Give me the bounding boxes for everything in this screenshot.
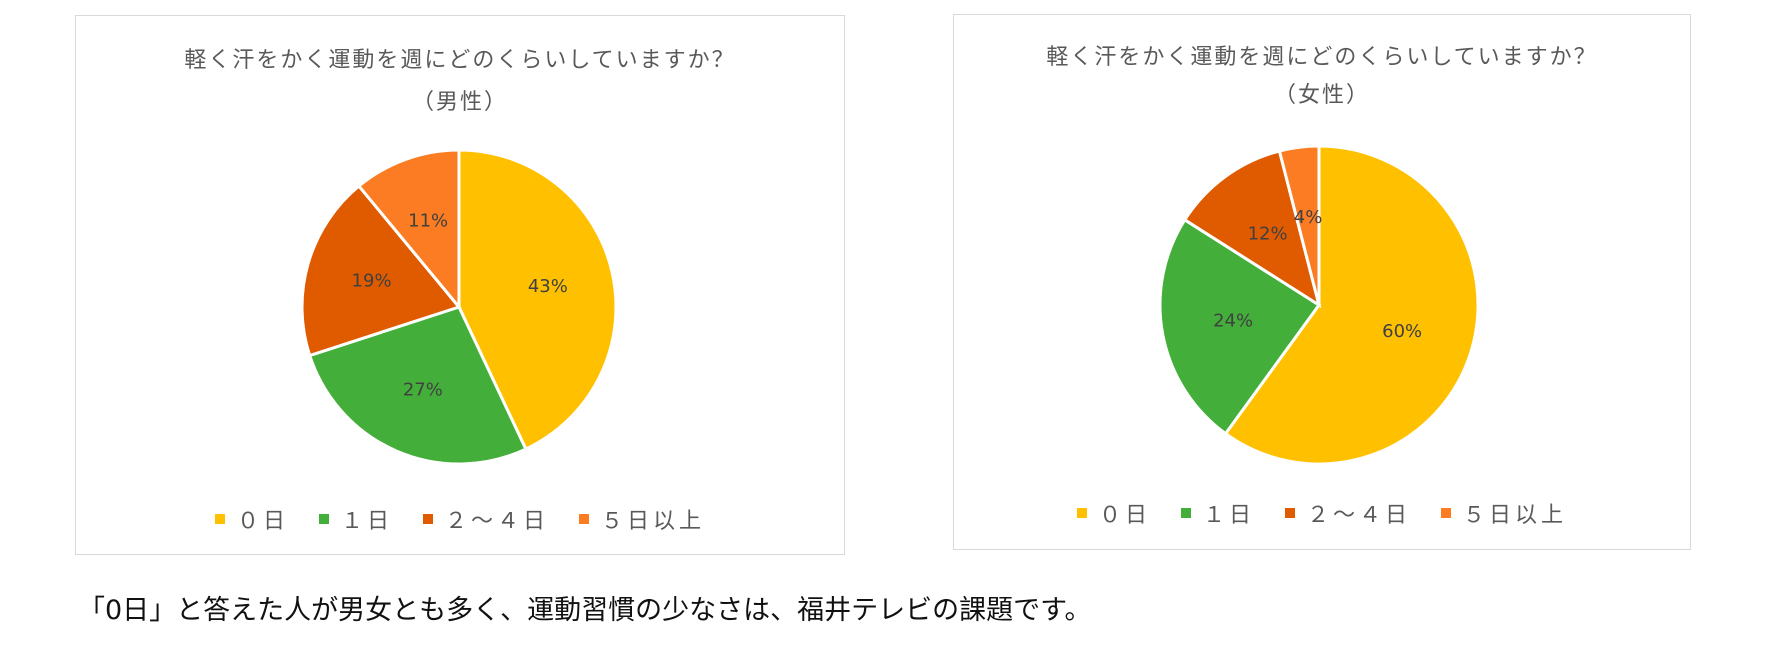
chart-card-male: 軽く汗をかく運動を週にどのくらいしていますか？ （男性） 43% 27% 19% 11… (75, 15, 845, 555)
data-label: 19% (352, 271, 392, 292)
legend-swatch (1441, 508, 1452, 518)
data-label: 4% (1294, 207, 1323, 228)
legend-label: ０日 (1098, 503, 1151, 528)
caption: 「0日」と答えた人が男女とも多く、運動習慣の少なさは、福井テレビの課題です。 (78, 595, 1092, 626)
legend-swatch (214, 514, 225, 524)
pie-slice (300, 183, 462, 358)
pie-slice (356, 148, 461, 312)
legend-label: ０日 (236, 509, 289, 534)
data-label: 43% (528, 276, 568, 297)
legend-label: ２～４日 (445, 509, 550, 534)
legend-swatch (1285, 508, 1295, 518)
legend-item-2-4-days: ２～４日 (423, 503, 549, 535)
pie-chart-male: 43% 27% 19% 11% (300, 148, 618, 466)
pie-slice (1158, 217, 1322, 436)
legend-item-1-day: １日 (1180, 497, 1255, 529)
legend-item-1-day: １日 (318, 503, 393, 535)
chart-title: 軽く汗をかく運動を週にどのくらいしていますか？ (1046, 45, 1598, 70)
chart-subtitle: （男性） (411, 90, 508, 115)
legend-item-2-4-days: ２～４日 (1285, 497, 1411, 529)
legend-swatch (1076, 508, 1087, 518)
legend-label: １日 (1202, 503, 1255, 528)
chart-card-female: 軽く汗をかく運動を週にどのくらいしていますか？ （女性） 60% 24% 12% 4%… (953, 14, 1691, 550)
pie-chart-female: 60% 24% 12% 4% (1158, 144, 1480, 466)
data-label: 27% (403, 380, 443, 401)
legend: ０日 １日 ２～４日 ５日以上 (76, 503, 844, 535)
legend-swatch (423, 514, 433, 524)
data-label: 11% (408, 210, 448, 231)
legend-item-5-plus-days: ５日以上 (1441, 497, 1567, 529)
data-label: 60% (1382, 321, 1422, 342)
pie-slice (1223, 144, 1480, 466)
pie-slice (1277, 144, 1321, 306)
legend-item-5-plus-days: ５日以上 (579, 503, 705, 535)
legend-item-0-days: ０日 (1076, 497, 1151, 529)
legend-swatch (318, 514, 329, 524)
pie-slice (1182, 149, 1322, 309)
pie-slice (307, 305, 528, 466)
legend: ０日 １日 ２～４日 ５日以上 (954, 497, 1690, 529)
legend-item-0-days: ０日 (214, 503, 289, 535)
legend-label: １日 (340, 509, 393, 534)
legend-label: ２～４日 (1307, 503, 1412, 528)
legend-swatch (579, 514, 590, 524)
legend-label: ５日以上 (601, 509, 706, 534)
pie-slice (457, 148, 618, 452)
chart-subtitle: （女性） (1273, 83, 1370, 108)
legend-swatch (1180, 508, 1191, 518)
legend-label: ５日以上 (1463, 503, 1568, 528)
data-label: 24% (1213, 310, 1253, 331)
data-label: 12% (1248, 223, 1288, 244)
chart-title: 軽く汗をかく運動を週にどのくらいしていますか？ (184, 48, 736, 73)
